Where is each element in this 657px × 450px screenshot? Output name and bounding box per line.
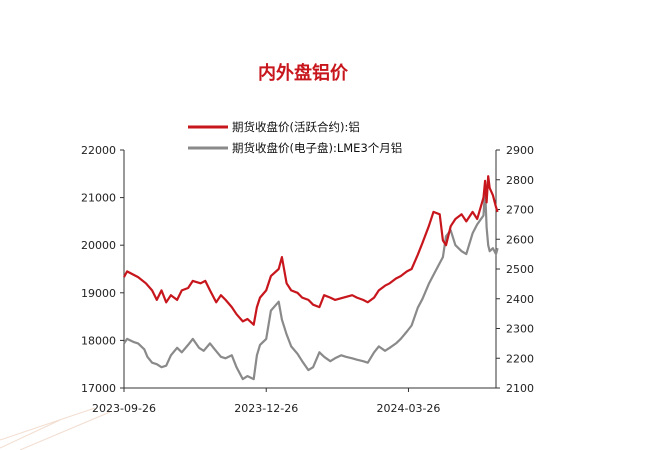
legend: 期货收盘价(活跃合约):铝 期货收盘价(电子盘):LME3个月铝	[188, 120, 402, 155]
left-tick-label: 20000	[81, 239, 116, 252]
right-tick-label: 2500	[506, 263, 534, 276]
left-tick-label: 19000	[81, 287, 116, 300]
chart-title: 内外盘铝价	[258, 62, 349, 84]
legend-label-aluminum-shfe: 期货收盘价(活跃合约):铝	[232, 120, 360, 134]
series-line-aluminum-lme	[124, 189, 498, 379]
x-tick-label: 2024-03-26	[377, 402, 441, 415]
left-tick-label: 17000	[81, 382, 116, 395]
right-tick-label: 2200	[506, 352, 534, 365]
x-tick-label: 2023-12-26	[234, 402, 298, 415]
series-layer	[124, 176, 498, 379]
legend-label-aluminum-lme: 期货收盘价(电子盘):LME3个月铝	[232, 141, 402, 155]
right-tick-label: 2800	[506, 174, 534, 187]
x-tick-label: 2023-09-26	[92, 402, 156, 415]
left-tick-label: 18000	[81, 334, 116, 347]
axes: 22000 21000 20000 19000 18000 17000 2900 2800 27…	[81, 144, 534, 415]
right-tick-label: 2700	[506, 204, 534, 217]
series-line-aluminum-shfe	[124, 176, 498, 325]
left-tick-label: 22000	[81, 144, 116, 157]
right-tick-label: 2600	[506, 233, 534, 246]
left-tick-label: 21000	[81, 192, 116, 205]
right-tick-label: 2300	[506, 323, 534, 336]
right-tick-label: 2900	[506, 144, 534, 157]
right-tick-label: 2400	[506, 293, 534, 306]
right-tick-label: 2100	[506, 382, 534, 395]
